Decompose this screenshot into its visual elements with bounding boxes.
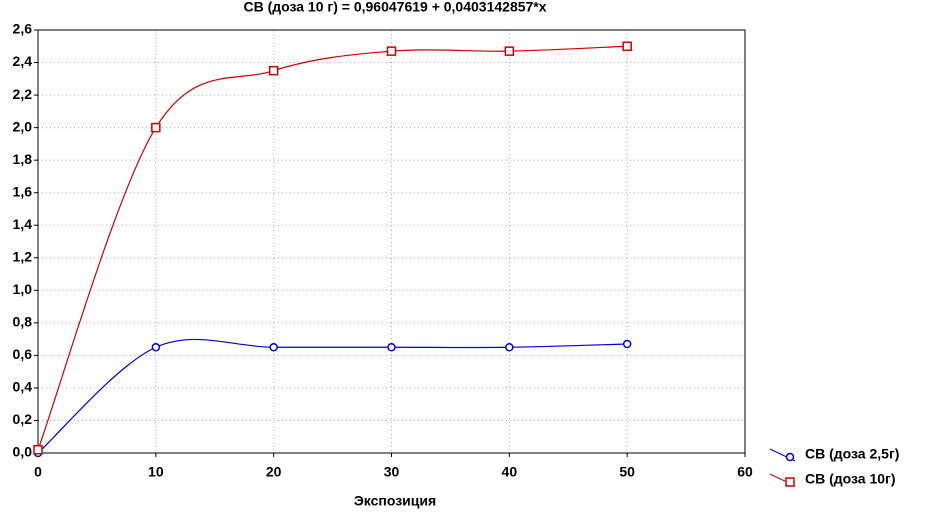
x-axis-label: Экспозиция — [354, 493, 436, 509]
y-tick-label: 2,4 — [13, 53, 33, 69]
x-tick-label: 20 — [266, 464, 282, 480]
y-tick-label: 0,4 — [13, 379, 33, 395]
y-tick-label: 1,8 — [13, 151, 33, 167]
y-tick-label: 1,6 — [13, 183, 33, 199]
data-point — [505, 343, 514, 352]
chart-title: СВ (доза 10 г) = 0,96047619 + 0,04031428… — [243, 0, 546, 15]
y-tick-label: 2,2 — [13, 86, 33, 102]
data-point — [268, 65, 279, 76]
y-tick-label: 0,6 — [13, 346, 33, 362]
data-point — [504, 46, 515, 56]
x-tick-label: 30 — [384, 464, 400, 480]
y-tick-label: 1,4 — [13, 216, 33, 232]
data-point — [151, 343, 161, 352]
y-tick-label: 0,8 — [13, 314, 33, 330]
data-point — [151, 122, 161, 133]
y-tick-label: 0,2 — [13, 411, 33, 427]
legend-label: СВ (доза 10г) — [805, 471, 896, 487]
data-point — [622, 41, 632, 52]
y-tick-label: 2,6 — [13, 21, 33, 37]
data-point — [33, 444, 43, 455]
x-tick-label: 40 — [502, 464, 518, 480]
legend-marker — [785, 477, 795, 487]
series-line — [37, 338, 628, 454]
plot-frame — [37, 29, 746, 454]
x-tick-label: 50 — [619, 464, 635, 480]
y-tick-label: 1,2 — [13, 248, 33, 264]
series-line — [37, 45, 628, 450]
data-point — [387, 343, 396, 352]
data-point — [269, 343, 278, 352]
x-tick-label: 10 — [148, 464, 164, 480]
legend-label: СВ (доза 2,5г) — [805, 446, 899, 462]
legend-marker — [785, 452, 795, 462]
y-tick-label: 1,0 — [13, 281, 33, 297]
x-tick-label: 60 — [737, 464, 753, 480]
y-tick-label: 2,0 — [13, 118, 33, 134]
data-point — [622, 339, 632, 349]
x-tick-label: 0 — [34, 464, 42, 480]
y-tick-label: 0,0 — [13, 444, 33, 460]
data-point — [386, 46, 397, 56]
